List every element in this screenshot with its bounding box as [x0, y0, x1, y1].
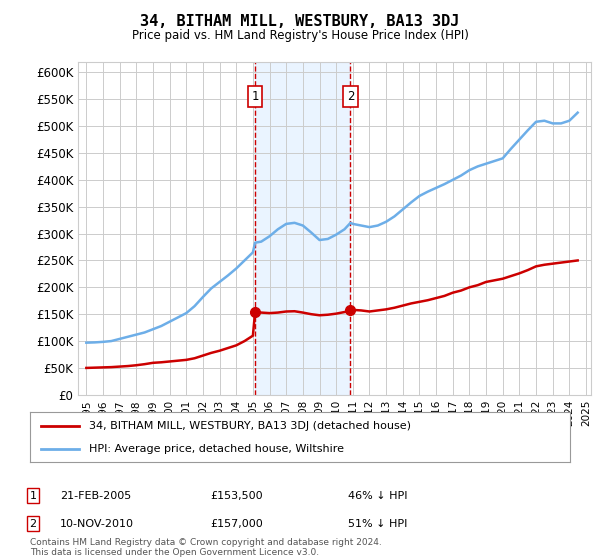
Bar — [255, 62, 350, 395]
Text: £157,000: £157,000 — [210, 519, 263, 529]
Text: 34, BITHAM MILL, WESTBURY, BA13 3DJ (detached house): 34, BITHAM MILL, WESTBURY, BA13 3DJ (det… — [89, 421, 412, 431]
Text: 51% ↓ HPI: 51% ↓ HPI — [348, 519, 407, 529]
Text: HPI: Average price, detached house, Wiltshire: HPI: Average price, detached house, Wilt… — [89, 445, 344, 454]
Text: Contains HM Land Registry data © Crown copyright and database right 2024.
This d: Contains HM Land Registry data © Crown c… — [30, 538, 382, 557]
Text: 1: 1 — [251, 90, 259, 103]
Text: 21-FEB-2005: 21-FEB-2005 — [60, 491, 131, 501]
Text: 1: 1 — [29, 491, 37, 501]
Text: 34, BITHAM MILL, WESTBURY, BA13 3DJ: 34, BITHAM MILL, WESTBURY, BA13 3DJ — [140, 14, 460, 29]
Text: 10-NOV-2010: 10-NOV-2010 — [60, 519, 134, 529]
Text: 46% ↓ HPI: 46% ↓ HPI — [348, 491, 407, 501]
Text: £153,500: £153,500 — [210, 491, 263, 501]
Text: 2: 2 — [29, 519, 37, 529]
Text: Price paid vs. HM Land Registry's House Price Index (HPI): Price paid vs. HM Land Registry's House … — [131, 29, 469, 42]
Text: 2: 2 — [347, 90, 354, 103]
